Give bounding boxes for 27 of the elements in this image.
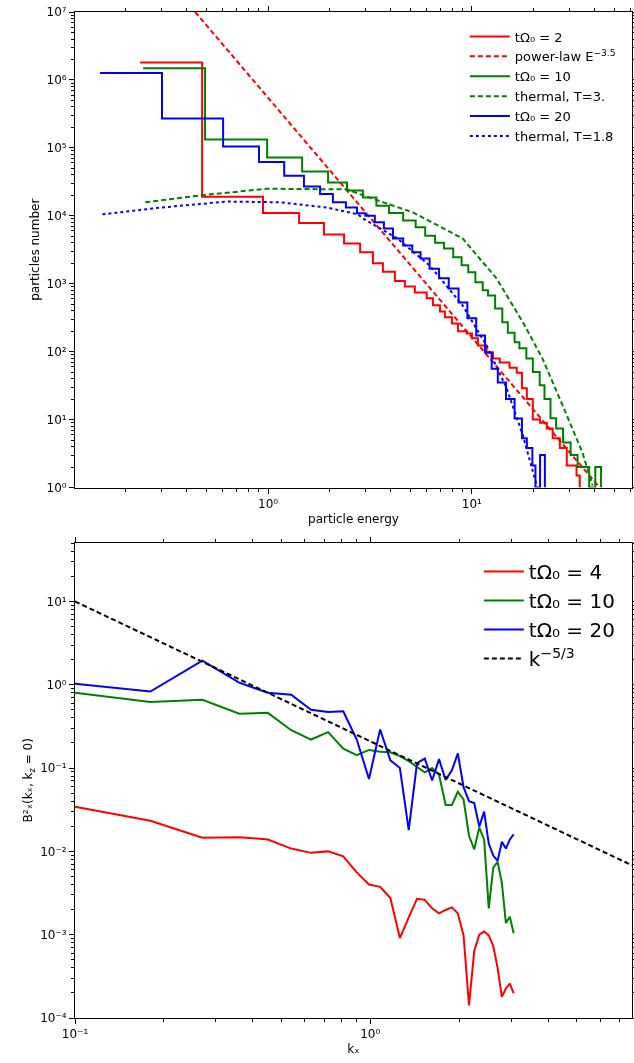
y-axis-title: particles number [27, 198, 42, 301]
legend-label: thermal, T=3. [514, 89, 606, 105]
y-tick-label: 10¹ [46, 594, 67, 609]
legend-label: tΩ₀ = 10 [528, 589, 615, 614]
y-tick-label: 10⁰ [46, 480, 67, 495]
y-tick-label: 10¹ [46, 412, 67, 427]
y-tick-label: 10⁻² [40, 844, 67, 859]
legend-label: tΩ₀ = 20 [514, 109, 571, 125]
y-tick-label: 10³ [46, 276, 67, 291]
y-tick-label: 10⁻¹ [40, 761, 67, 776]
y-tick-label: 10² [46, 344, 67, 359]
x-axis-title: kₓ [347, 1042, 360, 1057]
x-axis-title: particle energy [308, 511, 399, 526]
y-tick-label: 10⁴ [46, 208, 67, 223]
legend-label: power-law E$^{−3.5}$ [514, 47, 616, 65]
y-tick-label: 10⁶ [46, 73, 67, 88]
legend-label: k$^{−5/3}$ [528, 644, 575, 672]
y-tick-label: 10⁻³ [40, 927, 67, 942]
y-tick-label: 10⁻⁴ [40, 1011, 67, 1026]
legend-label: thermal, T=1.8 [514, 129, 614, 145]
y-tick-label: 10⁷ [46, 5, 67, 20]
y-tick-label: 10⁰ [46, 677, 67, 692]
y-tick-label: 10⁵ [46, 141, 67, 156]
legend-label: tΩ₀ = 4 [528, 560, 603, 585]
legend-label: tΩ₀ = 10 [514, 69, 571, 85]
legend-label: tΩ₀ = 20 [528, 618, 615, 643]
legend-label: tΩ₀ = 2 [514, 29, 563, 45]
